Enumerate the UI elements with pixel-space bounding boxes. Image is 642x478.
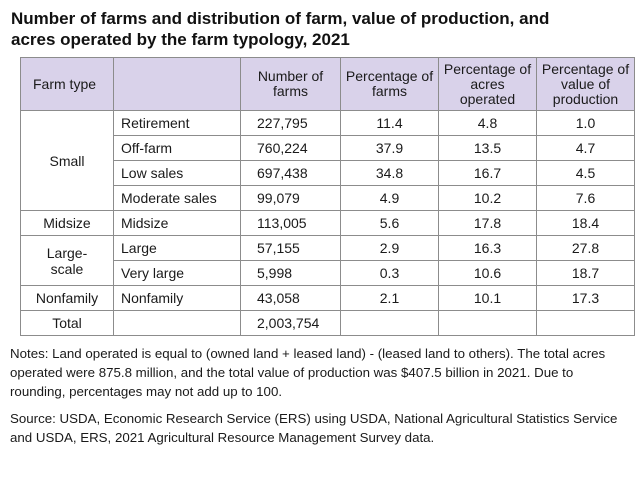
group-total: Total xyxy=(20,310,114,336)
row-pct-value: 1.0 xyxy=(536,110,635,136)
row-pct-farms: 4.9 xyxy=(340,185,439,211)
row-pct-value: 7.6 xyxy=(536,185,635,211)
group-midsize: Midsize xyxy=(20,210,114,236)
table-row: Off-farm 760,224 37.9 13.5 4.7 xyxy=(21,135,635,161)
row-farms: 697,438 xyxy=(240,160,341,186)
row-pct-value: 4.5 xyxy=(536,160,635,186)
row-pct-farms: 11.4 xyxy=(340,110,439,136)
total-pct-value-empty xyxy=(536,310,635,336)
row-pct-farms: 0.3 xyxy=(340,260,439,286)
row-pct-acres: 13.5 xyxy=(438,135,537,161)
row-farms: 43,058 xyxy=(240,285,341,311)
row-farms: 760,224 xyxy=(240,135,341,161)
title-line-2: acres operated by the farm typology, 202… xyxy=(11,30,350,49)
header-pct-farms: Percentage of farms xyxy=(340,57,439,111)
group-small: Small xyxy=(20,110,114,211)
row-farms: 227,795 xyxy=(240,110,341,136)
row-subtype: Off-farm xyxy=(113,135,241,161)
row-pct-acres: 10.1 xyxy=(438,285,537,311)
table-row: Large-scale Large 57,155 2.9 16.3 27.8 xyxy=(20,235,635,286)
row-subtype: Very large xyxy=(113,260,241,286)
row-pct-acres: 16.3 xyxy=(438,235,537,261)
table-row: Low sales 697,438 34.8 16.7 4.5 xyxy=(21,160,635,186)
row-pct-acres: 10.2 xyxy=(438,185,537,211)
table-row: Very large 5,998 0.3 10.6 18.7 xyxy=(21,260,635,286)
total-farms: 2,003,754 xyxy=(240,310,341,336)
row-subtype: Midsize xyxy=(113,210,241,236)
table-row: Moderate sales 99,079 4.9 10.2 7.6 xyxy=(21,185,635,211)
table-row: Nonfamily Nonfamily 43,058 2.1 10.1 17.3 xyxy=(20,285,635,311)
row-pct-farms: 37.9 xyxy=(340,135,439,161)
row-pct-acres: 4.8 xyxy=(438,110,537,136)
group-large-scale: Large-scale xyxy=(20,235,114,286)
row-subtype: Nonfamily xyxy=(113,285,241,311)
header-row: Farm type Number of farms Percentage of … xyxy=(20,57,635,111)
title-line-1: Number of farms and distribution of farm… xyxy=(11,9,550,28)
row-pct-value: 17.3 xyxy=(536,285,635,311)
row-farms: 113,005 xyxy=(240,210,341,236)
table-source: Source: USDA, Economic Research Service … xyxy=(10,411,618,445)
group-nonfamily: Nonfamily xyxy=(20,285,114,311)
row-pct-value: 18.4 xyxy=(536,210,635,236)
header-farm-type: Farm type xyxy=(20,57,114,111)
header-pct-acres: Percentage of acres operated xyxy=(438,57,537,111)
table-row: Small Retirement 227,795 11.4 4.8 1.0 xyxy=(20,110,635,211)
table-row: Midsize Midsize 113,005 5.6 17.8 18.4 xyxy=(20,210,635,236)
row-subtype: Retirement xyxy=(113,110,241,136)
row-pct-acres: 16.7 xyxy=(438,160,537,186)
row-subtype: Large xyxy=(113,235,241,261)
row-pct-farms: 2.9 xyxy=(340,235,439,261)
row-pct-acres: 17.8 xyxy=(438,210,537,236)
row-farms: 5,998 xyxy=(240,260,341,286)
row-pct-farms: 2.1 xyxy=(340,285,439,311)
header-pct-value: Percentage of value of production xyxy=(536,57,635,111)
row-pct-value: 18.7 xyxy=(536,260,635,286)
row-pct-value: 4.7 xyxy=(536,135,635,161)
row-farms: 57,155 xyxy=(240,235,341,261)
page: Number of farms and distribution of farm… xyxy=(10,8,635,445)
row-farms: 99,079 xyxy=(240,185,341,211)
row-pct-farms: 5.6 xyxy=(340,210,439,236)
total-subtype-empty xyxy=(113,310,241,336)
table-notes: Notes: Land operated is equal to (owned … xyxy=(10,346,606,399)
header-subtype xyxy=(113,57,241,111)
total-pct-farms-empty xyxy=(340,310,439,336)
row-pct-acres: 10.6 xyxy=(438,260,537,286)
total-pct-acres-empty xyxy=(438,310,537,336)
row-pct-farms: 34.8 xyxy=(340,160,439,186)
row-subtype: Moderate sales xyxy=(113,185,241,211)
table-title: Number of farms and distribution of farm… xyxy=(11,8,632,50)
row-subtype: Low sales xyxy=(113,160,241,186)
row-pct-value: 27.8 xyxy=(536,235,635,261)
header-number-of-farms: Number of farms xyxy=(240,57,341,111)
farm-typology-table: Farm type Number of farms Percentage of … xyxy=(20,57,635,336)
total-row: Total 2,003,754 xyxy=(20,310,635,336)
